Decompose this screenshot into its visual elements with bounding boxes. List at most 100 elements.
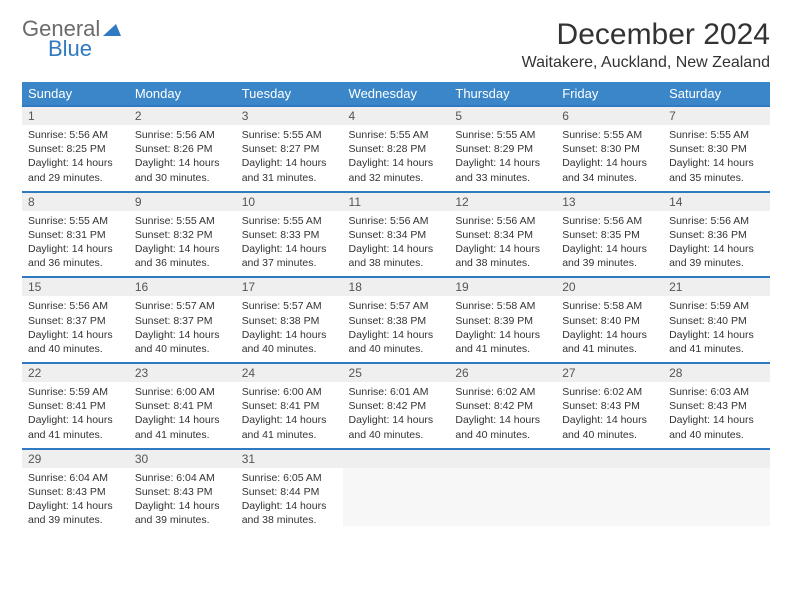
day-cell-num: 16 — [129, 277, 236, 296]
day-cell-body: Sunrise: 6:05 AMSunset: 8:44 PMDaylight:… — [236, 468, 343, 534]
day-number: 13 — [556, 193, 663, 211]
day-cell-num: 19 — [449, 277, 556, 296]
empty-cell — [449, 468, 556, 534]
day-body: Sunrise: 6:02 AMSunset: 8:43 PMDaylight:… — [556, 382, 663, 448]
weekday-header: Tuesday — [236, 82, 343, 106]
location-text: Waitakere, Auckland, New Zealand — [522, 54, 770, 72]
day-cell-body: Sunrise: 6:02 AMSunset: 8:43 PMDaylight:… — [556, 382, 663, 449]
day-number: 12 — [449, 193, 556, 211]
day-number: 1 — [22, 107, 129, 125]
week-daynum-row: 22232425262728 — [22, 363, 770, 382]
day-body: Sunrise: 5:57 AMSunset: 8:38 PMDaylight:… — [236, 296, 343, 362]
empty-day-number — [449, 450, 556, 468]
day-cell-num: 26 — [449, 363, 556, 382]
weekday-header: Wednesday — [343, 82, 450, 106]
day-number: 5 — [449, 107, 556, 125]
day-cell-num: 8 — [22, 192, 129, 211]
day-cell-body: Sunrise: 5:56 AMSunset: 8:25 PMDaylight:… — [22, 125, 129, 192]
day-number: 25 — [343, 364, 450, 382]
day-body: Sunrise: 5:59 AMSunset: 8:40 PMDaylight:… — [663, 296, 770, 362]
week-daynum-row: 293031 — [22, 449, 770, 468]
day-cell-body: Sunrise: 5:59 AMSunset: 8:41 PMDaylight:… — [22, 382, 129, 449]
day-cell-body: Sunrise: 5:55 AMSunset: 8:32 PMDaylight:… — [129, 211, 236, 278]
day-cell-num: 10 — [236, 192, 343, 211]
day-cell-body: Sunrise: 5:56 AMSunset: 8:35 PMDaylight:… — [556, 211, 663, 278]
day-body: Sunrise: 6:04 AMSunset: 8:43 PMDaylight:… — [22, 468, 129, 534]
day-body: Sunrise: 6:05 AMSunset: 8:44 PMDaylight:… — [236, 468, 343, 534]
week-body-row: Sunrise: 5:56 AMSunset: 8:37 PMDaylight:… — [22, 296, 770, 363]
day-cell-num: 20 — [556, 277, 663, 296]
day-cell-num: 12 — [449, 192, 556, 211]
empty-cell — [663, 449, 770, 468]
day-number: 9 — [129, 193, 236, 211]
logo-triangle-icon — [103, 22, 121, 36]
day-body: Sunrise: 6:02 AMSunset: 8:42 PMDaylight:… — [449, 382, 556, 448]
day-number: 20 — [556, 278, 663, 296]
weekday-header: Saturday — [663, 82, 770, 106]
day-cell-body: Sunrise: 5:56 AMSunset: 8:34 PMDaylight:… — [449, 211, 556, 278]
day-body: Sunrise: 5:56 AMSunset: 8:26 PMDaylight:… — [129, 125, 236, 191]
day-cell-body: Sunrise: 5:55 AMSunset: 8:33 PMDaylight:… — [236, 211, 343, 278]
day-body: Sunrise: 5:56 AMSunset: 8:36 PMDaylight:… — [663, 211, 770, 277]
day-cell-body: Sunrise: 5:57 AMSunset: 8:38 PMDaylight:… — [343, 296, 450, 363]
day-cell-num: 7 — [663, 106, 770, 125]
day-body: Sunrise: 5:56 AMSunset: 8:34 PMDaylight:… — [343, 211, 450, 277]
day-cell-num: 28 — [663, 363, 770, 382]
day-number: 19 — [449, 278, 556, 296]
day-cell-body: Sunrise: 5:58 AMSunset: 8:40 PMDaylight:… — [556, 296, 663, 363]
day-cell-body: Sunrise: 5:56 AMSunset: 8:36 PMDaylight:… — [663, 211, 770, 278]
day-cell-num: 29 — [22, 449, 129, 468]
day-number: 3 — [236, 107, 343, 125]
day-cell-num: 27 — [556, 363, 663, 382]
day-body: Sunrise: 6:00 AMSunset: 8:41 PMDaylight:… — [129, 382, 236, 448]
day-body: Sunrise: 5:59 AMSunset: 8:41 PMDaylight:… — [22, 382, 129, 448]
day-cell-body: Sunrise: 5:55 AMSunset: 8:30 PMDaylight:… — [663, 125, 770, 192]
month-title: December 2024 — [522, 18, 770, 52]
week-body-row: Sunrise: 6:04 AMSunset: 8:43 PMDaylight:… — [22, 468, 770, 534]
day-cell-body: Sunrise: 5:55 AMSunset: 8:30 PMDaylight:… — [556, 125, 663, 192]
day-body: Sunrise: 5:58 AMSunset: 8:40 PMDaylight:… — [556, 296, 663, 362]
calendar-table: Sunday Monday Tuesday Wednesday Thursday… — [22, 82, 770, 533]
day-number: 21 — [663, 278, 770, 296]
week-body-row: Sunrise: 5:56 AMSunset: 8:25 PMDaylight:… — [22, 125, 770, 192]
day-number: 26 — [449, 364, 556, 382]
day-number: 27 — [556, 364, 663, 382]
day-number: 11 — [343, 193, 450, 211]
day-number: 24 — [236, 364, 343, 382]
day-number: 10 — [236, 193, 343, 211]
day-body: Sunrise: 6:00 AMSunset: 8:41 PMDaylight:… — [236, 382, 343, 448]
empty-day-number — [663, 450, 770, 468]
day-number: 6 — [556, 107, 663, 125]
day-body: Sunrise: 5:55 AMSunset: 8:27 PMDaylight:… — [236, 125, 343, 191]
day-number: 2 — [129, 107, 236, 125]
day-cell-num: 21 — [663, 277, 770, 296]
day-cell-body: Sunrise: 6:01 AMSunset: 8:42 PMDaylight:… — [343, 382, 450, 449]
day-cell-num: 1 — [22, 106, 129, 125]
empty-cell — [556, 449, 663, 468]
weekday-header: Thursday — [449, 82, 556, 106]
week-body-row: Sunrise: 5:55 AMSunset: 8:31 PMDaylight:… — [22, 211, 770, 278]
day-cell-num: 3 — [236, 106, 343, 125]
day-cell-num: 31 — [236, 449, 343, 468]
logo-word2: Blue — [48, 38, 121, 60]
day-cell-body: Sunrise: 6:04 AMSunset: 8:43 PMDaylight:… — [22, 468, 129, 534]
day-cell-num: 5 — [449, 106, 556, 125]
day-cell-num: 2 — [129, 106, 236, 125]
day-cell-num: 23 — [129, 363, 236, 382]
day-number: 4 — [343, 107, 450, 125]
day-cell-body: Sunrise: 5:59 AMSunset: 8:40 PMDaylight:… — [663, 296, 770, 363]
day-cell-body: Sunrise: 5:55 AMSunset: 8:27 PMDaylight:… — [236, 125, 343, 192]
empty-cell — [556, 468, 663, 534]
weekday-header: Monday — [129, 82, 236, 106]
week-daynum-row: 15161718192021 — [22, 277, 770, 296]
day-body: Sunrise: 5:57 AMSunset: 8:38 PMDaylight:… — [343, 296, 450, 362]
day-number: 15 — [22, 278, 129, 296]
day-cell-body: Sunrise: 6:00 AMSunset: 8:41 PMDaylight:… — [129, 382, 236, 449]
week-body-row: Sunrise: 5:59 AMSunset: 8:41 PMDaylight:… — [22, 382, 770, 449]
empty-day-body — [556, 468, 663, 526]
day-cell-num: 18 — [343, 277, 450, 296]
day-cell-body: Sunrise: 5:56 AMSunset: 8:34 PMDaylight:… — [343, 211, 450, 278]
empty-cell — [449, 449, 556, 468]
day-cell-num: 17 — [236, 277, 343, 296]
day-body: Sunrise: 5:55 AMSunset: 8:31 PMDaylight:… — [22, 211, 129, 277]
